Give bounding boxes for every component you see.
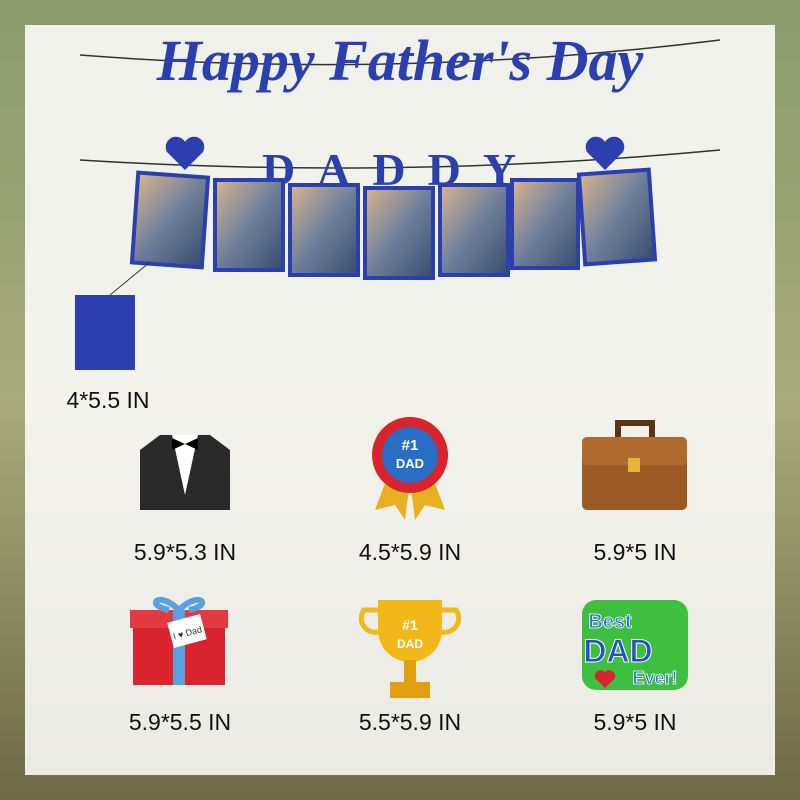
sticker-line2: DAD bbox=[583, 633, 652, 669]
trophy-badge: #1 bbox=[402, 617, 418, 633]
sticker-line1: Best bbox=[588, 611, 632, 633]
tuxedo bbox=[140, 435, 230, 510]
gift bbox=[130, 597, 228, 685]
size-label: 5.9*5.3 IN bbox=[134, 539, 236, 565]
medal-badge: #1 bbox=[402, 437, 419, 454]
banner-title: Happy Father's Day bbox=[156, 28, 644, 93]
size-label: 5.9*5 IN bbox=[593, 539, 676, 565]
heart bbox=[165, 136, 205, 170]
heart bbox=[594, 670, 616, 688]
size-label: 5.9*5.5 IN bbox=[129, 709, 231, 735]
blank-card bbox=[75, 295, 135, 370]
banner-string bbox=[79, 149, 721, 169]
pointer-line bbox=[109, 261, 151, 296]
size-label: 4.5*5.9 IN bbox=[359, 539, 461, 565]
size-label: 5.9*5 IN bbox=[593, 709, 676, 735]
medal-label: DAD bbox=[396, 456, 424, 471]
sticker-line3: Ever! bbox=[632, 668, 677, 688]
size-label: 4*5.5 IN bbox=[66, 387, 149, 413]
banner-string bbox=[79, 39, 721, 66]
medal bbox=[372, 417, 448, 520]
sticker-bg bbox=[582, 600, 688, 690]
briefcase bbox=[582, 420, 687, 510]
heart bbox=[585, 136, 625, 170]
size-label: 5.5*5.9 IN bbox=[359, 709, 461, 735]
trophy bbox=[358, 600, 462, 698]
photo-cards bbox=[129, 167, 658, 280]
trophy-label: DAD bbox=[397, 637, 423, 651]
